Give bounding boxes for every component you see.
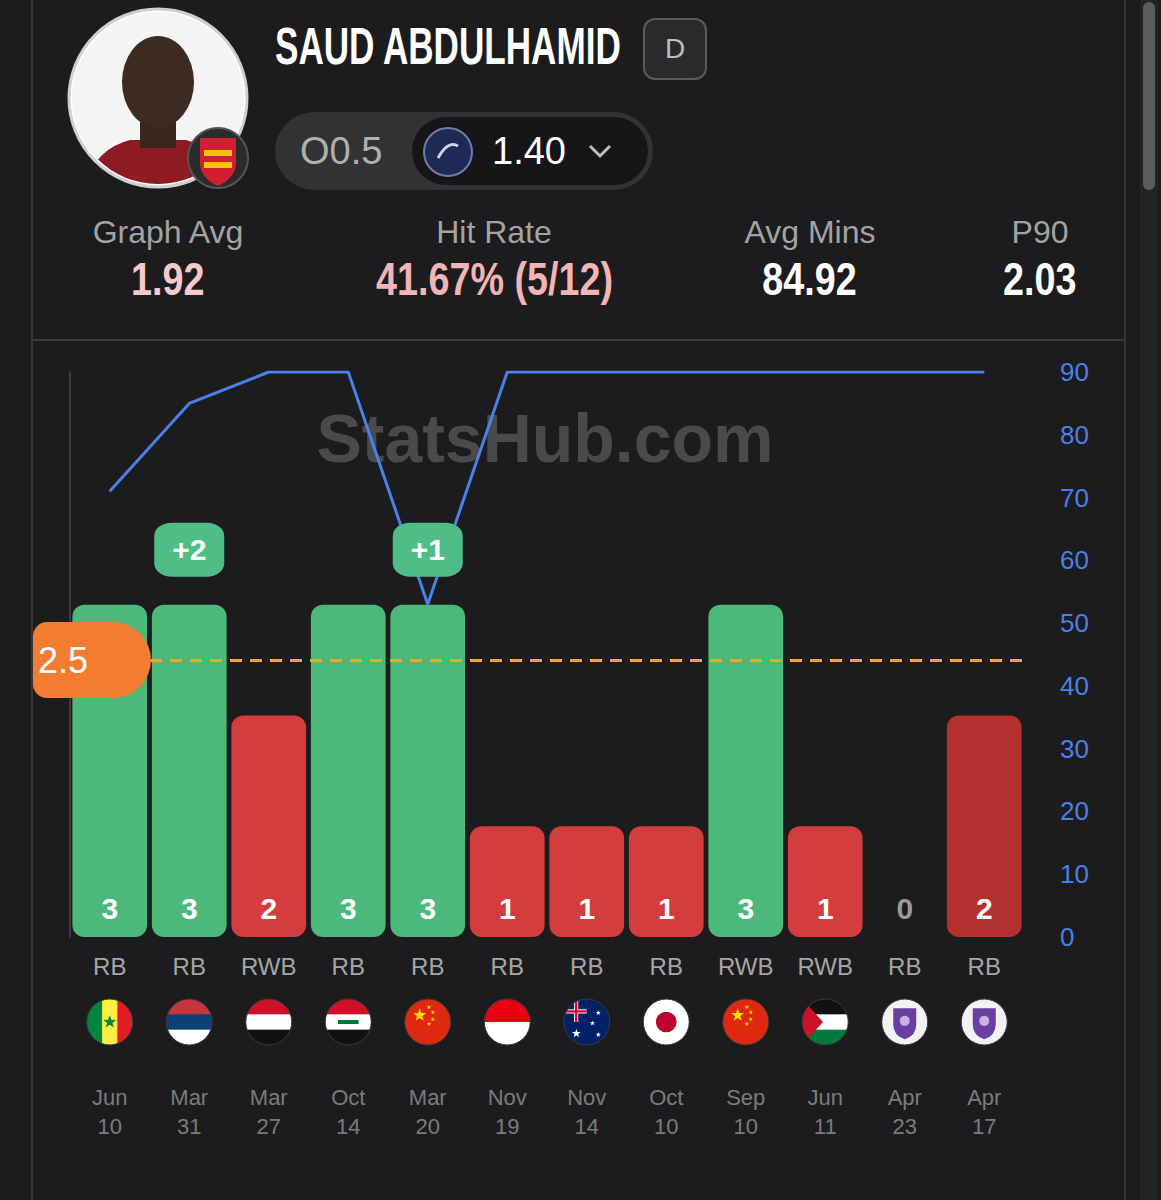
svg-text:RB: RB: [968, 953, 1001, 980]
html-text:Avg Mins: Avg Mins: [744, 214, 876, 250]
svg-text:2: 2: [260, 892, 277, 925]
svg-text:RB: RB: [491, 953, 524, 980]
svg-text:80: 80: [1060, 420, 1089, 450]
html-text:D: D: [664, 33, 686, 64]
svg-text:70: 70: [1060, 483, 1089, 513]
svg-text:RB: RB: [888, 953, 921, 980]
svg-text:RB: RB: [93, 953, 126, 980]
svg-text:0: 0: [1060, 922, 1074, 952]
html-text:StatsHub.com: StatsHub.com: [316, 400, 774, 476]
svg-text:Nov: Nov: [488, 1085, 527, 1110]
html-text:SAUD ABDULHAMID: SAUD ABDULHAMID: [275, 17, 621, 75]
svg-text:+1: +1: [411, 533, 445, 566]
html-text:41.67% (5/12): 41.67% (5/12): [375, 253, 613, 305]
svg-text:11: 11: [814, 1114, 837, 1139]
svg-text:90: 90: [1060, 357, 1089, 387]
html-text:P90: P90: [1011, 214, 1069, 250]
svg-text:Mar: Mar: [170, 1085, 208, 1110]
svg-text:50: 50: [1060, 608, 1089, 638]
svg-text:RB: RB: [411, 953, 444, 980]
svg-text:RWB: RWB: [718, 953, 774, 980]
svg-text:Oct: Oct: [649, 1085, 683, 1110]
svg-text:1: 1: [578, 892, 595, 925]
svg-text:30: 30: [1060, 734, 1089, 764]
html-text:O0.5: O0.5: [300, 130, 383, 172]
svg-text:2: 2: [976, 892, 993, 925]
svg-text:40: 40: [1060, 671, 1089, 701]
svg-text:10: 10: [98, 1114, 122, 1139]
svg-text:RWB: RWB: [797, 953, 853, 980]
svg-text:Mar: Mar: [409, 1085, 447, 1110]
svg-text:Sep: Sep: [726, 1085, 765, 1110]
html-text:Graph Avg: Graph Avg: [92, 214, 244, 250]
svg-text:23: 23: [893, 1114, 917, 1139]
svg-text:Jun: Jun: [808, 1085, 843, 1110]
svg-text:3: 3: [419, 892, 436, 925]
svg-text:2.5: 2.5: [38, 640, 88, 681]
svg-text:14: 14: [336, 1114, 360, 1139]
html-text:84.92: 84.92: [762, 253, 858, 305]
svg-text:3: 3: [181, 892, 198, 925]
html-text:1.92: 1.92: [131, 253, 205, 305]
svg-text:Apr: Apr: [888, 1085, 922, 1110]
svg-text:Oct: Oct: [331, 1085, 365, 1110]
svg-text:3: 3: [737, 892, 754, 925]
html-text:1.40: 1.40: [492, 130, 566, 172]
svg-text:20: 20: [1060, 796, 1089, 826]
svg-text:10: 10: [1060, 859, 1089, 889]
svg-text:+2: +2: [172, 533, 206, 566]
svg-text:19: 19: [495, 1114, 519, 1139]
svg-text:RWB: RWB: [241, 953, 297, 980]
html-text:2.03: 2.03: [1003, 253, 1077, 305]
svg-text:17: 17: [972, 1114, 996, 1139]
html-text:Hit Rate: Hit Rate: [436, 214, 552, 250]
svg-text:RB: RB: [332, 953, 365, 980]
svg-text:0: 0: [896, 892, 913, 925]
svg-text:RB: RB: [650, 953, 683, 980]
svg-text:60: 60: [1060, 545, 1089, 575]
svg-text:Apr: Apr: [967, 1085, 1001, 1110]
svg-text:14: 14: [575, 1114, 599, 1139]
svg-text:10: 10: [734, 1114, 758, 1139]
svg-text:RB: RB: [173, 953, 206, 980]
svg-text:20: 20: [416, 1114, 440, 1139]
svg-text:10: 10: [654, 1114, 678, 1139]
svg-text:RB: RB: [570, 953, 603, 980]
svg-text:1: 1: [817, 892, 834, 925]
svg-text:3: 3: [340, 892, 357, 925]
svg-text:Jun: Jun: [92, 1085, 127, 1110]
svg-text:Mar: Mar: [250, 1085, 288, 1110]
svg-text:1: 1: [499, 892, 516, 925]
svg-text:27: 27: [257, 1114, 281, 1139]
svg-text:1: 1: [658, 892, 675, 925]
svg-text:31: 31: [177, 1114, 201, 1139]
svg-text:Nov: Nov: [567, 1085, 606, 1110]
svg-text:3: 3: [101, 892, 118, 925]
